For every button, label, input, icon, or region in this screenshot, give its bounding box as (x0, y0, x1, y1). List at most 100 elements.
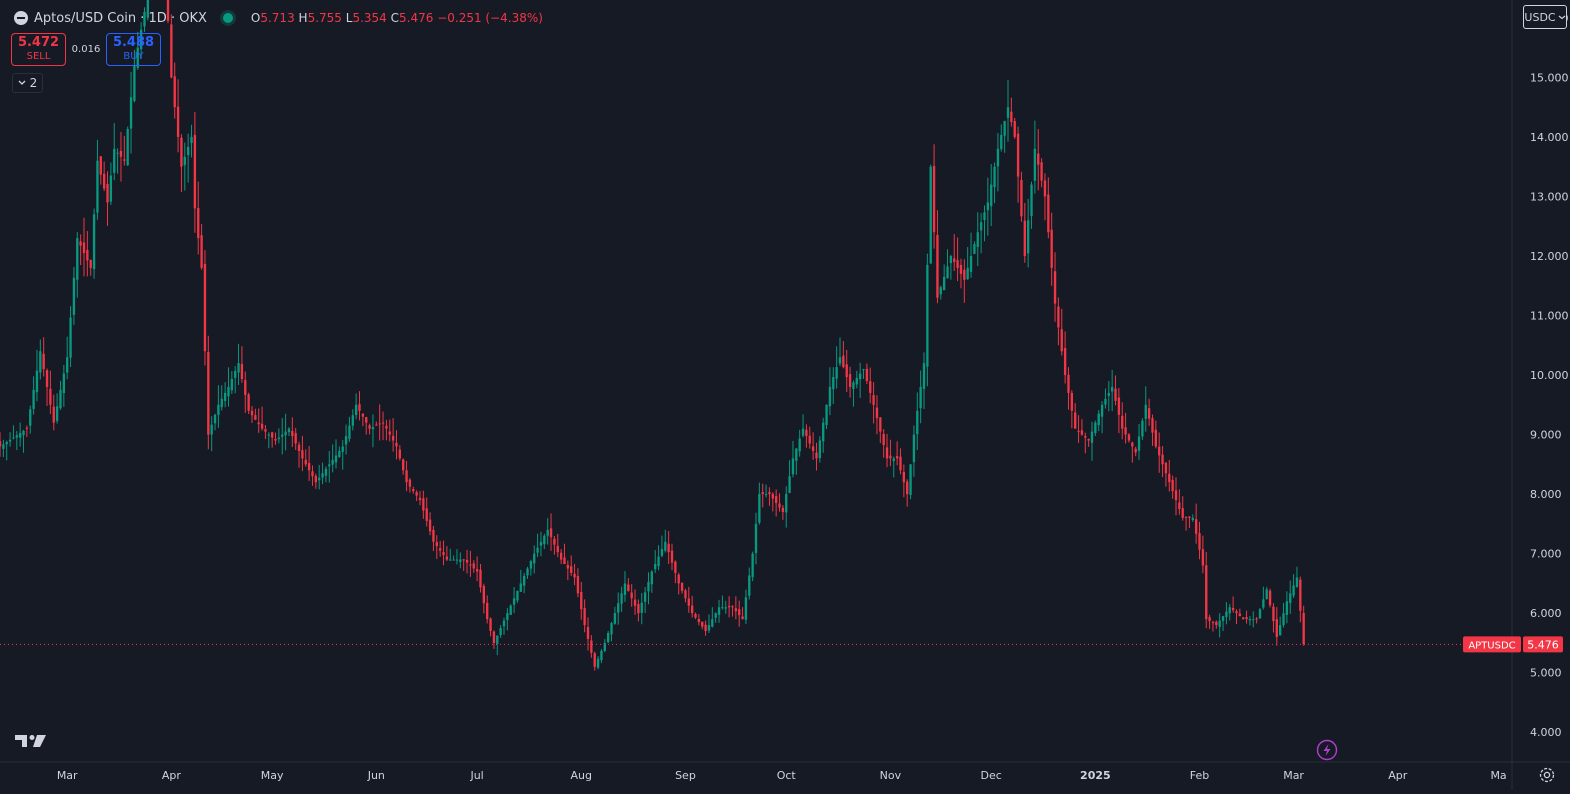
candle-body (442, 552, 445, 556)
candle-body (1299, 579, 1302, 611)
candle-body (842, 355, 845, 368)
candle-body (1114, 388, 1117, 401)
candle-body (1151, 418, 1154, 433)
candle-body (338, 450, 341, 457)
candle-body (946, 266, 949, 279)
market-status-icon[interactable] (222, 13, 233, 23)
candle-body (86, 249, 89, 261)
symbol-tag-label: APTUSDC (1468, 640, 1515, 651)
candle-body (643, 592, 647, 602)
candle-body (415, 492, 418, 496)
x-tick-label: Apr (1388, 769, 1408, 782)
candle-body (1141, 420, 1144, 437)
lightning-icon[interactable] (1316, 739, 1338, 761)
candle-body (465, 559, 469, 563)
candle-body (1208, 617, 1211, 622)
candle-body (1013, 121, 1016, 137)
candle-body (566, 564, 570, 569)
candle-body (49, 388, 52, 405)
candle-body (1016, 133, 1020, 177)
candle-body (1047, 194, 1050, 233)
candle-body (381, 422, 385, 424)
candle-body (250, 410, 254, 416)
candle-body (1188, 516, 1191, 518)
candle-body (291, 431, 294, 437)
candle-body (640, 602, 643, 613)
candle-body (986, 202, 990, 211)
y-tick-label: 14.000 (1530, 131, 1569, 144)
indicators-collapse-button[interactable]: 2 (12, 73, 43, 93)
candle-body (996, 148, 1000, 167)
candle-body (549, 528, 553, 538)
candle-body (203, 263, 207, 352)
candle-body (1225, 611, 1228, 617)
candle-body (375, 424, 378, 426)
buy-button[interactable]: 5.488 BUY (106, 33, 161, 66)
candle-body (516, 590, 519, 601)
candle-body (865, 368, 869, 381)
symbol-title[interactable]: Aptos/USD Coin · 1D · OKX (34, 10, 207, 26)
candle-body (1026, 220, 1030, 254)
candle-body (96, 160, 99, 213)
candle-body (1040, 162, 1043, 181)
candle-body (707, 625, 711, 631)
candle-body (270, 432, 274, 438)
candle-body (721, 607, 724, 609)
candle-body (1063, 348, 1067, 376)
candle-body (815, 452, 818, 459)
candle-body (482, 586, 486, 604)
candle-body (623, 583, 627, 595)
candle-body (388, 431, 391, 435)
sell-button[interactable]: 5.472 SELL (11, 33, 66, 66)
candle-body (1231, 608, 1235, 611)
candle-body (1107, 392, 1110, 396)
candle-body (99, 156, 102, 175)
candle-body (606, 633, 610, 643)
candle-body (1137, 436, 1141, 451)
candle-body (506, 613, 509, 621)
candle-body (654, 564, 657, 570)
x-tick-label: Sep (675, 769, 696, 782)
candle-body (472, 563, 475, 569)
y-tick-label: 13.000 (1530, 190, 1569, 203)
candle-body (1181, 508, 1184, 518)
candle-body (1147, 408, 1151, 419)
candle-body (573, 573, 576, 578)
currency-selector[interactable]: USDC (1523, 5, 1567, 29)
candle-body (1124, 427, 1127, 435)
candle-body (59, 389, 62, 409)
candle-body (1161, 454, 1164, 465)
candle-body (25, 427, 29, 429)
candle-body (637, 604, 640, 614)
candle-body (690, 605, 694, 614)
x-tick-label: Nov (880, 769, 902, 782)
candle-body (18, 433, 22, 438)
candle-body (748, 575, 751, 596)
candle-body (331, 459, 334, 465)
candle-body (126, 128, 129, 166)
candle-body (633, 599, 637, 606)
candle-body (1067, 374, 1070, 393)
tradingview-logo-icon[interactable] (15, 733, 47, 749)
settings-icon[interactable] (1538, 766, 1556, 784)
candle-body (1050, 229, 1053, 268)
candle-body (603, 642, 606, 651)
y-tick-label: 9.000 (1530, 429, 1562, 442)
candle-body (1006, 107, 1010, 118)
candle-body (1295, 577, 1299, 587)
candle-body (684, 590, 687, 599)
symbol-legend[interactable]: Aptos/USD Coin · 1D · OKX O5.713 H5.755 … (14, 8, 543, 28)
candle-body (902, 471, 906, 483)
candle-body (976, 232, 979, 247)
candle-body (899, 456, 902, 471)
candle-body (170, 24, 173, 78)
candle-body (1282, 613, 1285, 626)
candle-body (906, 481, 909, 495)
open-label: O (250, 11, 261, 25)
candle-body (193, 134, 197, 209)
buy-label: BUY (123, 51, 144, 62)
candle-body (788, 476, 791, 493)
candle-body (116, 152, 119, 154)
